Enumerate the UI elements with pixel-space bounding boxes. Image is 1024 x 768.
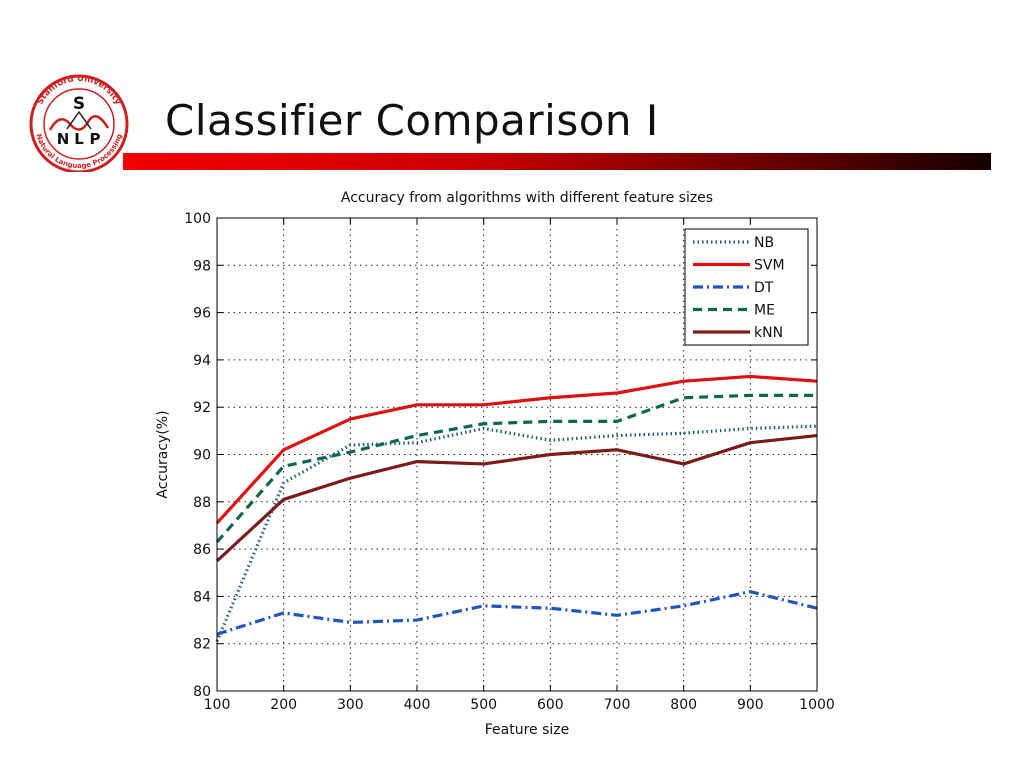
y-tick-label: 96: [193, 306, 211, 322]
logo-letter-l: L: [74, 130, 84, 148]
series-line-me: [215, 393, 817, 544]
x-tick-label: 700: [604, 697, 631, 713]
plot-frame: [216, 217, 818, 692]
y-tick-label: 84: [193, 589, 211, 605]
stanford-nlp-logo: Stanford University Natural Language Pro…: [20, 72, 138, 174]
y-tick-label: 98: [193, 258, 211, 274]
y-tick-label: 92: [193, 400, 211, 416]
slide-title: Classifier Comparison I: [165, 96, 659, 145]
legend-box: [684, 228, 809, 346]
y-axis-label: Accuracy(%): [155, 410, 171, 498]
logo-letter-s: S: [73, 94, 85, 114]
y-tick-label: 100: [184, 211, 211, 227]
x-tick-label: 300: [337, 697, 364, 713]
logo-letter-p: P: [90, 130, 101, 148]
legend-label: kNN: [754, 325, 783, 341]
y-tick-label: 90: [193, 448, 211, 464]
y-tick-label: 94: [193, 353, 211, 369]
x-tick-label: 900: [737, 697, 764, 713]
x-axis-label: Feature size: [485, 722, 570, 738]
series-line-dt: [216, 590, 818, 636]
logo-letter-n: N: [57, 130, 70, 148]
x-tick-label: 500: [470, 697, 497, 713]
legend-label: DT: [754, 280, 774, 296]
x-tick-label: 800: [670, 697, 697, 713]
accuracy-line-chart: 100 200 300 400 500 600 700 800 900 1000 80 82 84 86 8…: [155, 190, 835, 738]
chart-title: Accuracy from algorithms with different …: [341, 190, 713, 206]
series-line-knn: [215, 433, 818, 563]
y-tick-label: 80: [193, 684, 211, 700]
legend-label: ME: [754, 303, 775, 319]
x-tick-label: 600: [537, 697, 564, 713]
x-tick-label: 1000: [799, 697, 835, 713]
x-tick-label: 100: [204, 697, 231, 713]
y-tick-label: 86: [193, 542, 211, 558]
y-tick-label: 82: [193, 637, 211, 653]
legend-label: SVM: [754, 258, 785, 274]
series-line-svm: [215, 374, 818, 525]
x-tick-label: 200: [270, 697, 297, 713]
y-tick-label: 88: [193, 495, 211, 511]
title-underline-bar: [123, 153, 991, 170]
legend-label: NB: [754, 235, 774, 251]
x-tick-label: 400: [404, 697, 431, 713]
